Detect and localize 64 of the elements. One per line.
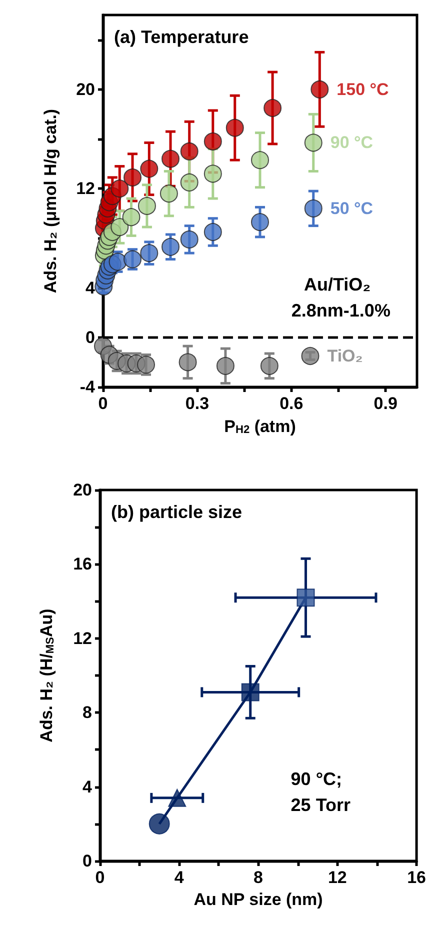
y-tick-label: -4 (80, 378, 96, 396)
point (140, 244, 158, 262)
x-tick-label: 16 (407, 868, 426, 887)
x-tick-label: 12 (328, 868, 347, 887)
y-axis-title: Ads. H₂ (μmol H/g cat.) (41, 108, 60, 294)
annotation: Au/TiO₂ (304, 274, 371, 294)
x-tick-label: 4 (174, 868, 184, 887)
point (296, 588, 315, 607)
point (180, 173, 198, 192)
x-tick-label: 8 (254, 868, 264, 887)
point (310, 80, 329, 98)
point (178, 353, 197, 372)
series-label: 90 °C (330, 133, 374, 152)
point (204, 164, 222, 183)
point (140, 160, 158, 178)
y-tick-label: 12 (76, 179, 95, 198)
point (264, 99, 282, 117)
point (148, 813, 170, 834)
point (204, 132, 222, 150)
point (124, 250, 142, 268)
y-tick-label: 16 (73, 554, 92, 574)
x-axis-title: PH2 (atm) (224, 416, 296, 436)
series-label: 50 °C (330, 198, 374, 218)
x-axis-title: Au NP size (nm) (194, 890, 323, 909)
point (124, 168, 142, 186)
point (162, 150, 180, 168)
point (216, 356, 234, 375)
annotation: 25 Torr (290, 794, 350, 815)
series-label: 150 °C (336, 80, 389, 99)
y-tick-label: 20 (73, 480, 92, 500)
point (110, 180, 129, 198)
annotation: 2.8nm-1.0% (291, 300, 390, 320)
point (204, 223, 222, 241)
point (251, 213, 269, 232)
y-axis-title: Ads. H₂ (H/MSAu) (37, 608, 56, 742)
point (226, 118, 244, 137)
x-tick-label: 0.3 (185, 394, 210, 413)
x-tick-label: 0 (98, 394, 108, 413)
y-tick-label: 0 (86, 328, 95, 347)
annotation: 90 °C; (290, 768, 342, 789)
point (168, 788, 186, 807)
y-tick-label: 4 (86, 278, 96, 298)
text: (b) particle size (111, 502, 242, 522)
y-tick-label: 20 (76, 80, 95, 99)
x-tick-label: 0.9 (374, 394, 398, 413)
point (162, 238, 180, 256)
y-tick-label: 8 (82, 703, 92, 722)
y-tick-label: 4 (82, 777, 93, 796)
point (301, 347, 320, 365)
y-tick-label: 12 (73, 628, 92, 648)
point (260, 356, 278, 375)
point (251, 151, 269, 170)
y-tick-label: 0 (82, 852, 92, 870)
point (138, 196, 156, 215)
series-label: TiO₂ (327, 346, 363, 366)
x-tick-label: 0.6 (280, 394, 304, 413)
point (304, 134, 322, 152)
point (304, 199, 322, 218)
point (160, 184, 178, 203)
point (180, 230, 198, 248)
point (110, 218, 129, 236)
text: (a) Temperature (114, 27, 249, 47)
point (122, 208, 140, 226)
point (180, 142, 198, 160)
